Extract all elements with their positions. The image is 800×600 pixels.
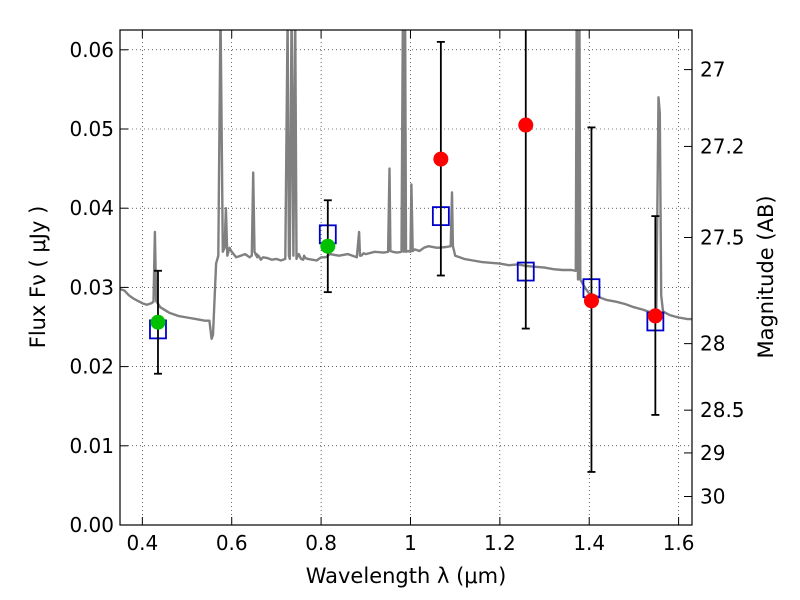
y-tick-label: 0.03 [69, 275, 114, 299]
y-tick-label: 0.05 [69, 117, 114, 141]
detection-point [320, 238, 336, 254]
x-tick-label: 0.6 [216, 531, 248, 555]
y2-axis-title: Magnitude (AB) [754, 195, 778, 358]
y2-tick-label: 27.2 [700, 134, 745, 158]
x-tick-label: 1.4 [573, 531, 605, 555]
y-tick-label: 0.04 [69, 196, 114, 220]
y-tick-label: 0.01 [69, 434, 114, 458]
y2-tick-label: 27 [700, 58, 725, 82]
y-tick-label: 0.00 [69, 513, 114, 537]
y-tick-label: 0.06 [69, 38, 114, 62]
x-axis-title: Wavelength λ (μm) [306, 564, 507, 588]
spectrum-line [120, 30, 692, 341]
y2-tick-label: 29 [700, 441, 725, 465]
spectrum-layer [120, 30, 692, 341]
x-axis: 0.4 0.6 0.8 1 1.2 1.4 1.6 [126, 30, 695, 555]
y2-tick-label: 28 [700, 332, 725, 356]
grid [120, 30, 692, 525]
x-tick-label: 0.4 [126, 531, 158, 555]
upper-point [647, 308, 663, 324]
y2-tick-label: 27.5 [700, 226, 745, 250]
observed-markers [150, 117, 663, 330]
y2-tick-label: 30 [700, 484, 725, 508]
y2-axis: 27 27.2 27.5 28 28.5 29 30 [684, 58, 745, 508]
x-tick-label: 1.2 [484, 531, 516, 555]
plot-frame [119, 29, 693, 526]
y-axis: 0.00 0.01 0.02 0.03 0.04 0.05 0.06 [69, 38, 128, 537]
y-axis-title: Flux Fν ( μJy ) [26, 206, 50, 349]
y-tick-label: 0.02 [69, 355, 114, 379]
upper-point [433, 151, 449, 167]
x-tick-label: 1.6 [663, 531, 695, 555]
upper-point [583, 293, 599, 309]
x-tick-label: 1 [404, 531, 417, 555]
y2-tick-label: 28.5 [700, 398, 745, 422]
detection-point [150, 314, 166, 330]
upper-point [518, 117, 534, 133]
x-tick-label: 0.8 [305, 531, 337, 555]
